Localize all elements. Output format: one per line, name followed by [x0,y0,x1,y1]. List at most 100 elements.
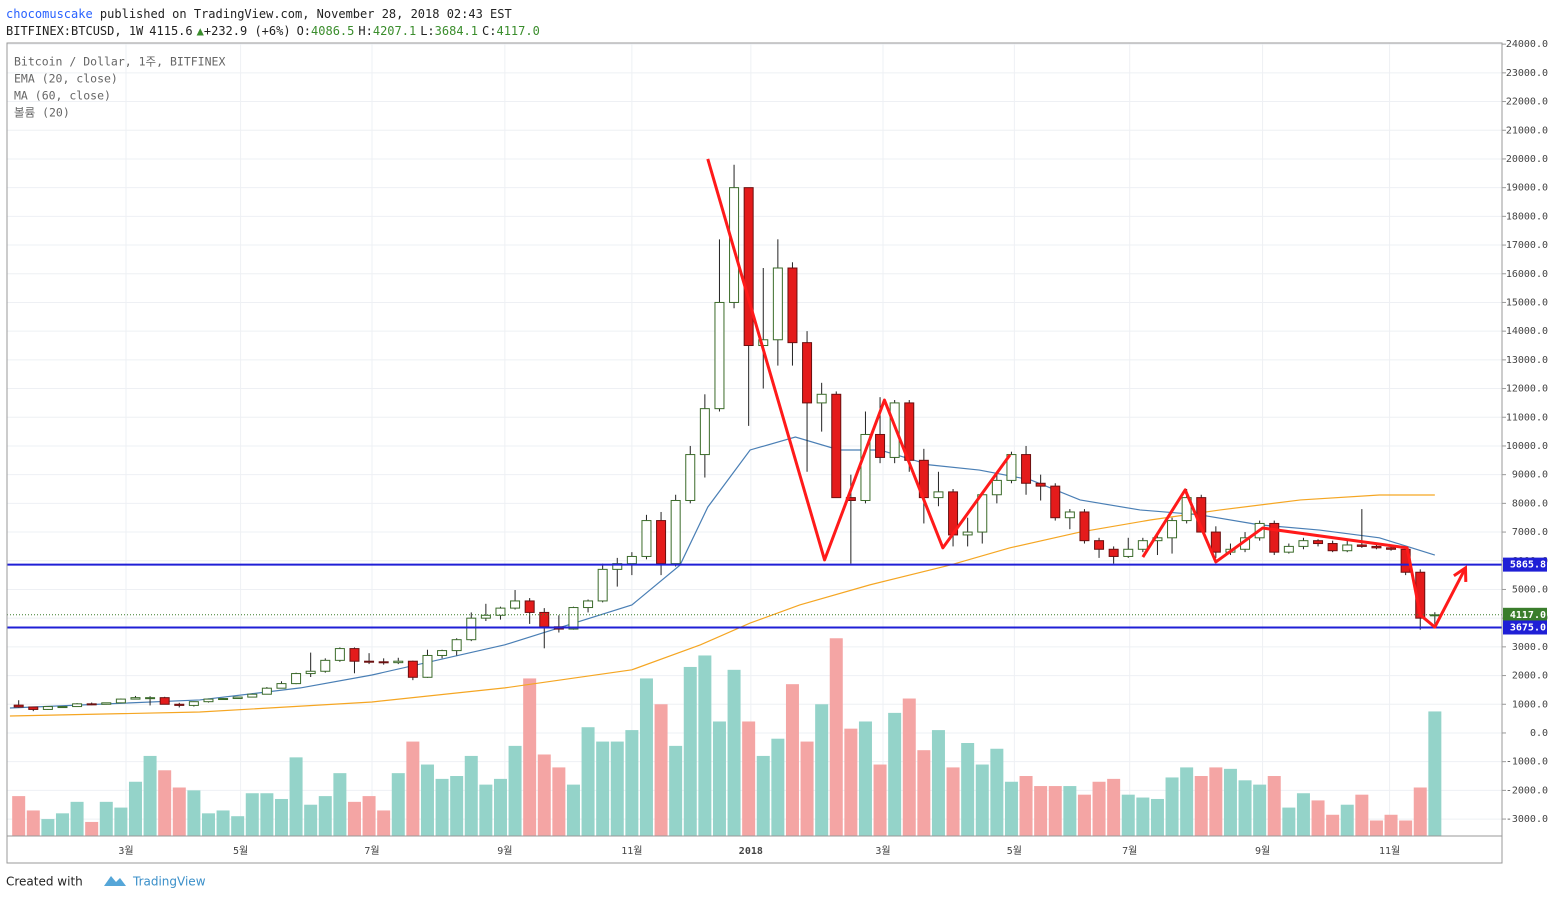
symbol: BITFINEX:BTCUSD, 1W [6,24,144,38]
price: 4115.6 [149,24,192,38]
footer-text: Created with [6,875,83,889]
volume-bar [990,748,1004,836]
arrow-head [1453,565,1468,582]
volume-bar [610,741,624,836]
brand[interactable]: TradingView [132,875,206,889]
volume-bar [420,764,434,836]
volume-bar [1238,780,1252,836]
volume-bar [581,727,595,836]
volume-bar [479,784,493,836]
candle-body [962,531,973,536]
h-val: 4207.1 [373,24,416,38]
candle-body [188,701,199,706]
candle-body [816,393,827,404]
volume-bar [800,741,814,836]
x-tick-label: 5월 [233,845,248,857]
h-key: H: [358,24,372,38]
candle-body [364,660,375,663]
candle-body [875,433,886,458]
x-tick-label: 3월 [118,845,133,857]
volume-bar [391,773,405,836]
legend-title: Bitcoin / Dollar, 1주, BITFINEX [14,55,225,69]
volume-bar [85,821,99,836]
candle-body [991,479,1002,496]
hline-label: 3675.0 [1510,622,1546,633]
candle-body [218,698,229,701]
volume-bar [946,767,960,836]
up-icon: ▲ [197,24,205,38]
author[interactable]: chocomuscake [6,7,93,21]
volume-bar [1369,820,1383,836]
candle-body [261,687,272,695]
volume-bar [1121,794,1135,836]
legend-ema: EMA (20, close) [14,72,118,86]
y-tick-label: 23000.0 [1506,68,1548,79]
candle-body [305,670,316,675]
volume-bar [1048,786,1062,836]
indicator-line [9,494,1435,717]
volume-bar [304,804,318,836]
volume-bar [406,741,420,836]
volume-bar [566,784,580,836]
candle-body [349,648,360,662]
o-val: 4086.5 [311,24,354,38]
volume-bar [523,678,537,836]
last-price-badge [1503,607,1547,622]
volume-bar [464,755,478,836]
y-tick-label: 18000.0 [1506,211,1548,222]
y-tick-label: 1000.0 [1512,699,1548,710]
hline-badge [1503,620,1547,635]
volume-bar [683,666,697,836]
y-tick-label: 12000.0 [1506,384,1548,395]
candle-body [583,600,594,609]
candle-body [28,706,39,710]
volume-bar [639,678,653,836]
volume-bar [829,638,843,836]
candle-body [1050,485,1061,519]
candle-body [1371,545,1382,549]
y-tick-label: 16000.0 [1506,269,1548,280]
hline-label: 5865.8 [1510,560,1546,571]
volume-bar [917,750,931,836]
candle-body [1356,544,1367,547]
candle-body [247,693,258,698]
y-tick-label: 2000.0 [1512,671,1548,682]
y-tick-label: 19000.0 [1506,183,1548,194]
candle-body [320,659,331,672]
volume-bar [552,767,566,836]
volume-bar [216,810,230,836]
volume-bar [508,745,522,836]
x-tick-label: 7월 [1122,845,1137,857]
y-tick-label: 14000.0 [1506,326,1548,337]
candle-body [1108,548,1119,557]
volume-bar [26,810,40,836]
x-tick-label: 9월 [497,845,512,857]
c-val: 4117.0 [496,24,539,38]
candle-body [1269,522,1280,553]
volume-bar [756,755,770,836]
last-price-label: 4117.0 [1510,610,1546,621]
volume-bar [1428,711,1442,836]
y-tick-label: -3000.0 [1506,814,1548,825]
candle-body [568,607,579,630]
candle-body [889,402,900,458]
volume-bar [698,655,712,836]
candle-body [524,600,535,613]
candle-body [393,660,404,664]
candle-body [510,600,521,609]
candle-body [641,520,652,557]
volume-bar [1253,784,1267,836]
candle-body [1386,547,1397,550]
l-key: L: [420,24,434,38]
volume-bar [1092,781,1106,836]
volume-bar [143,755,157,836]
volume-bar [274,798,288,836]
candle-body [203,698,214,703]
volume-bar [377,810,391,836]
candle-body [57,706,68,709]
candle-body [291,673,302,685]
volume-bar [931,730,945,836]
candle-body [772,267,783,341]
x-tick-label: 9월 [1255,845,1270,857]
candle-body [42,706,53,710]
